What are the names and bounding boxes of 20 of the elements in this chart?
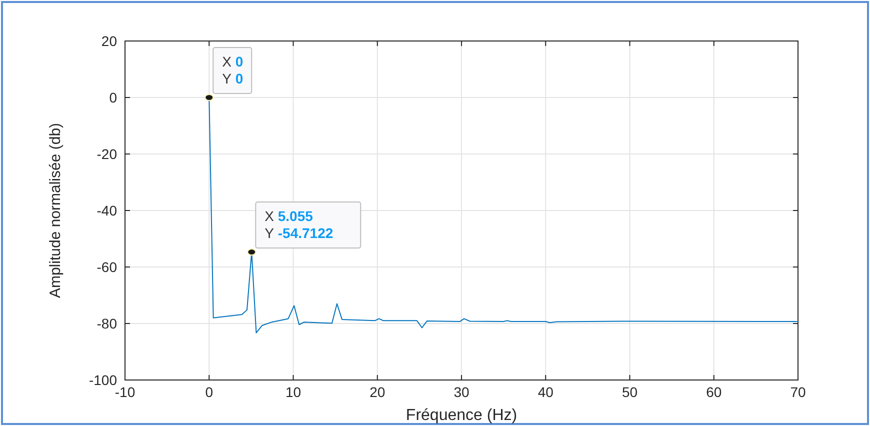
y-axis-title: Amplitude normalisée (db) [47,122,64,298]
x-axis-title: Fréquence (Hz) [406,407,518,424]
y-tick-label: -60 [96,259,118,275]
x-tick-label: 70 [790,384,806,400]
y-tick-label: 0 [109,90,118,106]
x-tick-label: 50 [622,384,638,400]
y-tick-label: -20 [96,146,118,162]
y-tick-label: 20 [101,33,118,49]
y-tick-label: -80 [96,316,118,332]
annotation: X 0 Y 0 [222,54,244,86]
x-tick-label: -10 [114,384,136,400]
x-tick-label: 30 [454,384,470,400]
x-tick-label: 0 [205,384,214,400]
x-tick-label: 10 [285,384,302,400]
annotation: X 5.055 Y -54.7122 [264,208,334,242]
x-tick-label: 20 [370,384,386,400]
y-tick-label: -40 [96,202,118,218]
y-tick-label: -100 [88,372,118,388]
x-tick-label: 40 [538,384,554,400]
x-tick-label: 60 [706,384,722,400]
